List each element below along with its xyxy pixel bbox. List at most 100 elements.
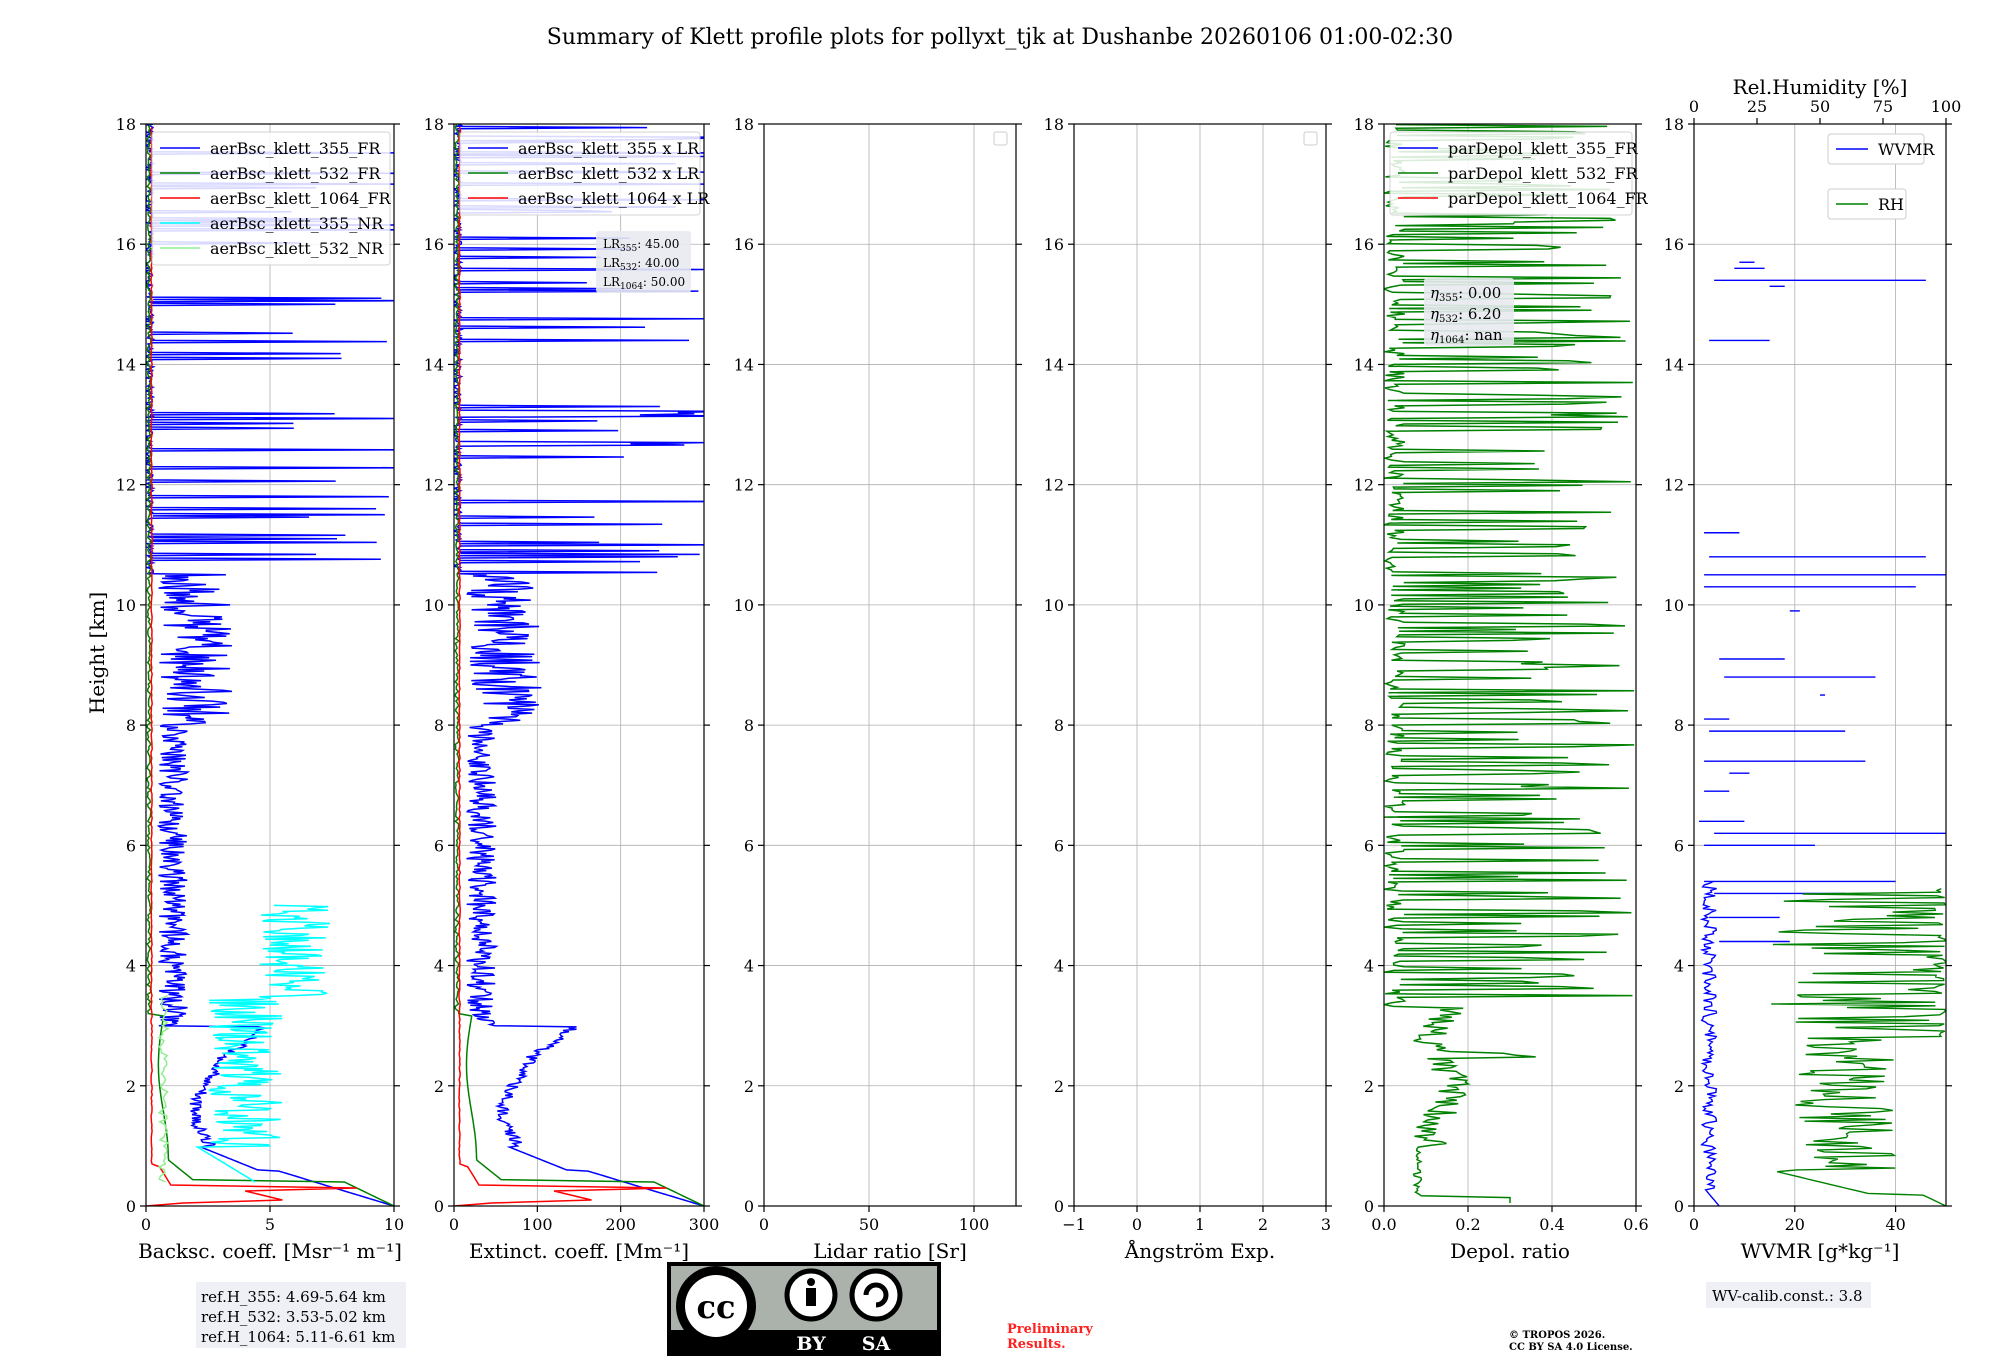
sa-label: SA [862,1333,891,1355]
legend-label: parDepol_klett_355_FR [1448,139,1639,158]
y-tick-label: 0 [126,1197,136,1216]
y-tick-label: 18 [424,115,444,134]
copyright-line2: CC BY SA 4.0 License. [1509,1342,1633,1353]
svg-text:η1064: nan: η1064: nan [1430,326,1503,346]
y-tick-label: 12 [424,476,444,495]
legend-box [1389,131,1633,216]
lr-532-value: 40.00 [645,256,679,270]
y-tick-label: 14 [1044,355,1064,374]
figure-title: Summary of Klett profile plots for polly… [547,25,1453,50]
eta-1064-value: nan [1474,326,1503,344]
empty-legend-box [1303,131,1318,146]
y-tick-label: 10 [424,596,444,615]
x-axis-label-dep: Depol. ratio [1450,1239,1570,1263]
legend-label: aerBsc_klett_355 x LR [518,139,700,158]
cc-by-sa-badge: cc BY SA [667,1262,941,1356]
x-tick-label: 0.0 [1371,1215,1396,1234]
series-355-fr [146,124,394,1206]
y-axis-label: Height [km] [85,592,109,714]
x-tick-label: 0.6 [1623,1215,1648,1234]
preliminary-line2: Results. [1007,1337,1066,1352]
panel-lr: 0 2 4 6 8 10 12 14 16 18 0 50 100 Lidar ratio [Sr] [734,115,1022,1263]
legend-label: aerBsc_klett_355_FR [210,139,381,158]
y-tick-label: 14 [116,355,136,374]
y-tick-label: 14 [734,355,754,374]
x-tick-label: 2 [1258,1215,1268,1234]
top-x-axis-label: Rel.Humidity [%] [1733,75,1908,99]
plot-area-wv [1699,261,1946,1206]
y-tick-label: 6 [1364,836,1374,855]
axes-frame [1693,123,1947,1207]
x-tick-label: 3 [1321,1215,1331,1234]
y-tick-label: 14 [1664,355,1684,374]
series-355-nr [194,904,330,1183]
legend-label: aerBsc_klett_532_NR [210,239,384,258]
lr-1064-value: 50.00 [651,275,685,289]
x-tick-label: 0.2 [1455,1215,1480,1234]
y-tick-label: 10 [1354,596,1374,615]
x-tick-label: 0 [141,1215,151,1234]
x-tick-label: 100 [522,1215,553,1234]
y-tick-label: 8 [1674,716,1684,735]
eta-355-value: 0.00 [1468,284,1501,302]
y-tick-label: 6 [126,836,136,855]
eta-box: η355: 0.00 η532: 6.20 η1064: nan [1424,278,1514,346]
y-tick-label: 0 [1054,1197,1064,1216]
series-1064-fr [146,126,357,1206]
y-tick-label: 18 [1664,115,1684,134]
y-tick-label: 12 [116,476,136,495]
svg-text:η355: 0.00: η355: 0.00 [1430,284,1501,304]
series-1064-fr [454,126,667,1206]
x-tick-label: 0 [759,1215,769,1234]
legend-label: aerBsc_klett_532_FR [210,164,381,183]
legend-label: aerBsc_klett_1064_FR [210,189,392,208]
y-tick-label: 0 [1674,1197,1684,1216]
series-532-fr [454,124,704,1206]
legend-label: aerBsc_klett_355_NR [210,214,384,233]
x-axis-label-lr: Lidar ratio [Sr] [813,1239,967,1263]
y-tick-label: 12 [1664,476,1684,495]
y-tick-label: 4 [434,957,444,976]
x-tick-label: 10 [384,1215,404,1234]
y-tick-label: 2 [1364,1077,1374,1096]
x-tick-label: 1 [1195,1215,1205,1234]
y-tick-label: 8 [744,716,754,735]
x-tick-label: 50 [859,1215,879,1234]
panel-dep: 0 2 4 6 8 10 12 14 16 18 0.0 0.2 0.4 0.6 Depol. ratio p… [1354,115,1649,1263]
series-depol-532 [1384,124,1635,1203]
x-tick-label: 200 [605,1215,636,1234]
top-x-tick-label: 25 [1747,97,1767,116]
y-tick-label: 10 [734,596,754,615]
y-tick-label: 2 [744,1077,754,1096]
wv-calib-box: WV-calib.const.: 3.8 [1706,1282,1871,1308]
y-tick-label: 6 [744,836,754,855]
by-label: BY [796,1333,826,1355]
y-tick-label: 16 [1664,235,1684,254]
y-tick-label: 16 [734,235,754,254]
y-tick-label: 4 [744,957,754,976]
y-tick-label: 4 [126,957,136,976]
x-tick-label: 20 [1785,1215,1805,1234]
legend-label: parDepol_klett_532_FR [1448,164,1639,183]
legend-box [151,131,391,266]
y-tick-label: 12 [734,476,754,495]
y-tick-label: 6 [1674,836,1684,855]
legend-label: parDepol_klett_1064_FR [1448,189,1649,208]
y-tick-label: 18 [1044,115,1064,134]
lidar-ratio-box: LR355: 45.00 LR532: 40.00 LR1064: 50.00 [596,231,691,293]
y-tick-label: 6 [434,836,444,855]
y-tick-label: 18 [116,115,136,134]
series-532-nr [157,994,170,1183]
legend-label: RH [1878,195,1904,214]
y-tick-label: 18 [1354,115,1374,134]
y-tick-label: 8 [434,716,444,735]
x-tick-label: 100 [959,1215,990,1234]
x-tick-label: 300 [689,1215,720,1234]
x-tick-label: 5 [265,1215,275,1234]
empty-legend-box [993,131,1008,146]
y-tick-label: 12 [1354,476,1374,495]
series-rh [1771,887,1946,1206]
x-axis-label-ext: Extinct. coeff. [Mm⁻¹] [469,1239,689,1263]
